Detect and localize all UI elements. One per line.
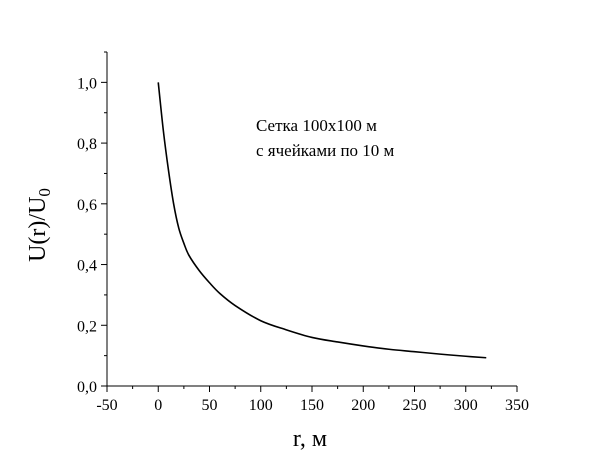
- x-tick-label: 350: [505, 397, 529, 414]
- annotation-line-1: Сетка 100x100 м: [256, 116, 377, 135]
- x-tick-label: 200: [351, 397, 375, 414]
- x-tick-label: 50: [202, 397, 218, 414]
- x-tick-label: 100: [249, 397, 273, 414]
- y-ticks: 0,0 0,2 0,4 0,6 0,8 1,0: [77, 51, 107, 396]
- x-tick-label: 0: [154, 397, 162, 414]
- y-axis-title: U(r)/U0: [25, 188, 54, 262]
- x-tick-label: 150: [300, 397, 324, 414]
- x-tick-label: 300: [454, 397, 478, 414]
- annotation-box: Сетка 100x100 м с ячейками по 10 м: [256, 116, 395, 160]
- y-tick-label: 1,0: [77, 75, 97, 92]
- series-line: [157, 82, 487, 359]
- y-axis-title-main: U(r)/U: [25, 197, 51, 262]
- x-tick-label: 250: [403, 397, 427, 414]
- x-tick-label: -50: [96, 397, 117, 414]
- y-axis-title-subscript: 0: [35, 188, 54, 197]
- y-tick-label: 0,0: [77, 379, 97, 396]
- x-axis-title: r, м: [293, 426, 327, 452]
- y-tick-label: 0,2: [77, 318, 97, 335]
- series-layer: [157, 82, 487, 359]
- axes: [106, 52, 517, 387]
- y-tick-label: 0,4: [77, 258, 97, 275]
- y-tick-label: 0,6: [77, 197, 97, 214]
- y-tick-label: 0,8: [77, 136, 97, 153]
- x-ticks: -50 0 50 100 150 200 250 300 350: [96, 386, 529, 414]
- annotation-line-2: с ячейками по 10 м: [256, 141, 395, 160]
